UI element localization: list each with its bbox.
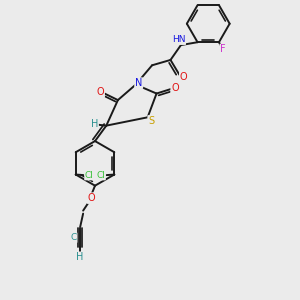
Text: N: N: [135, 78, 142, 88]
Text: H: H: [76, 252, 84, 262]
Text: H: H: [91, 119, 98, 129]
Text: S: S: [148, 116, 154, 126]
Text: Cl: Cl: [96, 171, 105, 180]
Text: O: O: [88, 193, 95, 203]
Text: O: O: [171, 83, 179, 93]
Text: O: O: [97, 87, 104, 97]
Text: Cl: Cl: [85, 171, 94, 180]
Text: C: C: [70, 233, 77, 242]
Text: HN: HN: [172, 35, 185, 44]
Text: F: F: [220, 44, 226, 54]
Text: O: O: [180, 72, 188, 82]
